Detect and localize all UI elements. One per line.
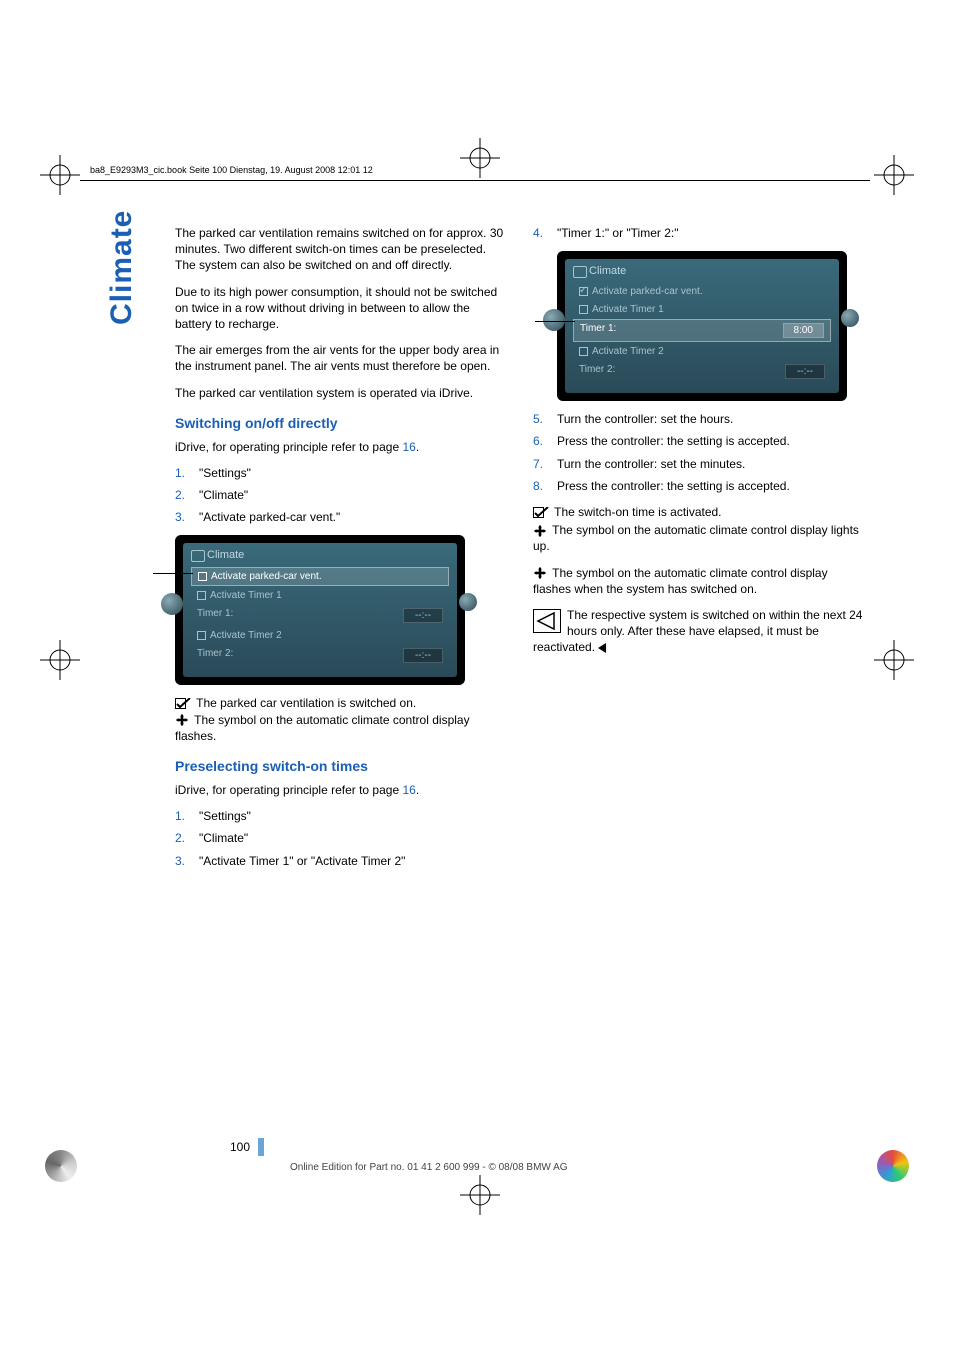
page-link-16a[interactable]: 16 <box>402 440 415 454</box>
idrive-row-activate-timer2-2: Activate Timer 2 <box>573 343 831 360</box>
regmark-tl <box>40 155 80 195</box>
idrive-row-timer2: Timer 2: --:-- <box>191 645 449 666</box>
callout-line-icon <box>153 573 193 574</box>
heading-switching: Switching on/off directly <box>175 415 505 431</box>
checkmark-box-icon <box>533 507 549 519</box>
colorwheel-bl <box>45 1150 77 1182</box>
idrive-screenshot-2: Climate Activate parked-car vent. Activa… <box>557 251 847 401</box>
idrive-screen-2: Climate Activate parked-car vent. Activa… <box>565 259 839 393</box>
fan-icon <box>533 566 547 580</box>
checkbox-icon <box>579 347 588 356</box>
regmark-ml <box>40 640 80 680</box>
step-1-2: 2."Climate" <box>175 487 505 503</box>
para-after-shot1: The parked car ventilation is switched o… <box>175 695 505 744</box>
steps-list-1: 1."Settings" 2."Climate" 3."Activate par… <box>175 465 505 526</box>
idrive-knob-left-icon <box>543 309 565 331</box>
footer-text: Online Edition for Part no. 01 41 2 600 … <box>290 1162 568 1173</box>
idrive-ref2-text-a: iDrive, for operating principle refer to… <box>175 783 402 797</box>
idrive-title-1: Climate <box>191 549 449 561</box>
idrive-knob-right-icon <box>459 593 477 611</box>
regmark-bc <box>460 1175 500 1215</box>
idrive-title-2: Climate <box>573 265 831 277</box>
page-number: 100 <box>230 1140 250 1154</box>
steps-list-2: 1."Settings" 2."Climate" 3."Activate Tim… <box>175 808 505 869</box>
para-intro-2: Due to its high power consumption, it sh… <box>175 284 505 333</box>
regmark-mr <box>874 640 914 680</box>
checkbox-icon <box>579 305 588 314</box>
checkbox-icon <box>198 572 207 581</box>
idrive-row-timer1-2: Timer 1: 8:00 <box>573 319 831 342</box>
para-intro-3: The air emerges from the air vents for t… <box>175 342 505 374</box>
idrive-row-activate-timer2: Activate Timer 2 <box>191 627 449 644</box>
checkbox-icon <box>197 631 206 640</box>
idrive-row-activate-vent: Activate parked-car vent. <box>191 567 449 586</box>
colorwheel-br <box>877 1150 909 1182</box>
para-intro-4: The parked car ventilation system is ope… <box>175 385 505 401</box>
idrive-row-timer2-2: Timer 2: --:-- <box>573 361 831 382</box>
note-triangle-icon <box>533 609 561 633</box>
fan-icon <box>175 713 189 727</box>
para-after-shot2-a: The switch-on time is activated. <box>533 504 863 520</box>
header-rule <box>80 180 870 181</box>
page-number-bar <box>258 1138 264 1156</box>
idrive-knob-right-icon <box>841 309 859 327</box>
step-2-2: 2."Climate" <box>175 830 505 846</box>
step-3-4: 4."Timer 1:" or "Timer 2:" <box>533 225 863 241</box>
idrive-screenshot-1: Climate Activate parked-car vent. Activa… <box>175 535 465 685</box>
fan-icon <box>533 524 547 538</box>
step-4-5: 5.Turn the controller: set the hours. <box>533 411 863 427</box>
step-4-8: 8.Press the controller: the setting is a… <box>533 478 863 494</box>
end-marker-icon <box>598 639 606 655</box>
para-after-shot2-b: The symbol on the automatic climate cont… <box>533 522 863 554</box>
idrive-row-activate-vent-2: Activate parked-car vent. <box>573 283 831 300</box>
callout-line-icon <box>535 321 575 322</box>
idrive-row-activate-timer1: Activate Timer 1 <box>191 587 449 604</box>
left-column: The parked car ventilation remains switc… <box>175 225 505 879</box>
para-after-shot2-c: The symbol on the automatic climate cont… <box>533 565 863 597</box>
steps-list-3: 4."Timer 1:" or "Timer 2:" <box>533 225 863 241</box>
idrive-ref-text-a: iDrive, for operating principle refer to… <box>175 440 402 454</box>
idrive-screen-1: Climate Activate parked-car vent. Activa… <box>183 543 457 677</box>
step-4-6: 6.Press the controller: the setting is a… <box>533 433 863 449</box>
checkbox-icon <box>197 591 206 600</box>
idrive-ref-1: iDrive, for operating principle refer to… <box>175 439 505 455</box>
section-title-vertical: Climate <box>105 210 139 325</box>
idrive-ref2-text-b: . <box>416 783 419 797</box>
print-header: ba8_E9293M3_cic.book Seite 100 Dienstag,… <box>90 165 373 175</box>
step-1-1: 1."Settings" <box>175 465 505 481</box>
step-2-3: 3."Activate Timer 1" or "Activate Timer … <box>175 853 505 869</box>
checkmark-box-icon <box>175 698 191 710</box>
checkbox-checked-icon <box>579 287 588 296</box>
idrive-knob-left-icon <box>161 593 183 615</box>
idrive-row-activate-timer1-2: Activate Timer 1 <box>573 301 831 318</box>
step-4-7: 7.Turn the controller: set the minutes. <box>533 456 863 472</box>
regmark-tr <box>874 155 914 195</box>
step-1-3: 3."Activate parked-car vent." <box>175 509 505 525</box>
idrive-ref-text-b: . <box>416 440 419 454</box>
note-box: The respective system is switched on wit… <box>533 607 863 656</box>
page-link-16b[interactable]: 16 <box>402 783 415 797</box>
step-2-1: 1."Settings" <box>175 808 505 824</box>
regmark-tc <box>460 138 500 178</box>
heading-preselecting: Preselecting switch-on times <box>175 758 505 774</box>
idrive-row-timer1: Timer 1: --:-- <box>191 605 449 626</box>
para-intro-1: The parked car ventilation remains switc… <box>175 225 505 274</box>
steps-list-4: 5.Turn the controller: set the hours. 6.… <box>533 411 863 494</box>
idrive-ref-2: iDrive, for operating principle refer to… <box>175 782 505 798</box>
content-columns: The parked car ventilation remains switc… <box>175 225 870 879</box>
right-column: 4."Timer 1:" or "Timer 2:" Climate Activ… <box>533 225 863 879</box>
